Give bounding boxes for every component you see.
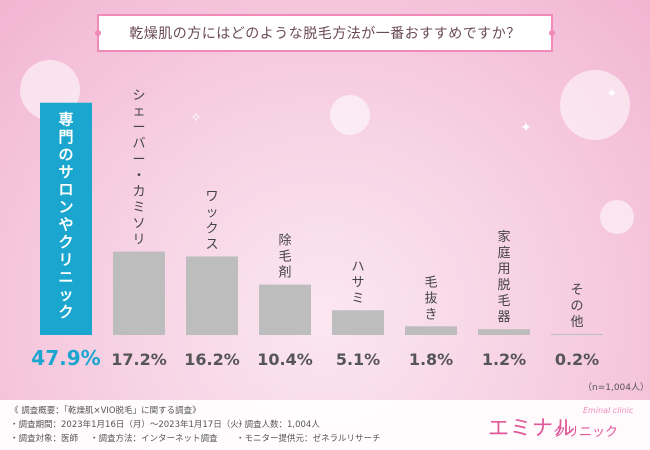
- category-label-5: 毛抜き: [424, 275, 437, 322]
- sparkle-icon: ✧: [190, 110, 202, 126]
- bar-0: [40, 102, 92, 335]
- logo-main-text: エミナル: [488, 416, 576, 440]
- bar-5: [405, 326, 457, 335]
- bar-4: [332, 310, 384, 335]
- survey-people: ・調査人数：1,004人: [236, 420, 320, 430]
- logo-small-text: Eminal clinic: [583, 406, 634, 415]
- value-label-4: 5.1%: [336, 350, 380, 369]
- category-label-2: ワックス: [205, 189, 218, 252]
- survey-monitor: ・モニター提供元：ゼネラルリサーチ: [236, 434, 381, 444]
- category-label-4: ハサミ: [351, 259, 364, 306]
- survey-method: ・調査方法：インターネット調査: [90, 434, 218, 444]
- bokeh-decoration: [330, 95, 370, 135]
- sample-size-note: （n=1,004人）: [583, 383, 650, 393]
- survey-target: ・調査対象：医師: [10, 434, 79, 444]
- value-label-7: 0.2%: [555, 350, 599, 369]
- category-label-0: 専門のサロンやクリニック: [58, 111, 73, 322]
- logo-sub-text: クリニック: [553, 425, 619, 440]
- category-label-7: その他: [570, 283, 583, 330]
- value-label-2: 16.2%: [184, 350, 240, 369]
- survey-period: ・調査期間：2023年1月16日（月）～2023年1月17日（火）: [10, 420, 248, 430]
- category-label-3: 除毛剤: [278, 234, 291, 281]
- bar-1: [113, 251, 165, 335]
- bar-7: [551, 334, 603, 335]
- chart-title: 乾燥肌の方にはどのような脱毛方法が一番おすすめですか？: [129, 26, 521, 42]
- category-label-6: 家庭用脱毛器: [497, 229, 510, 325]
- bar-6: [478, 329, 530, 335]
- value-label-6: 1.2%: [482, 350, 526, 369]
- value-label-1: 17.2%: [111, 350, 167, 369]
- sparkle-icon: ✦: [520, 120, 532, 136]
- bar-3: [259, 284, 311, 335]
- value-label-5: 1.8%: [409, 350, 453, 369]
- sparkle-icon: ✦: [606, 86, 618, 102]
- bar-2: [186, 256, 238, 335]
- survey-summary-heading: 《 調査概要：「乾燥肌×VIO脱毛」に関する調査》: [10, 406, 201, 416]
- value-label-3: 10.4%: [257, 350, 313, 369]
- chart-title-box: 乾燥肌の方にはどのような脱毛方法が一番おすすめですか？: [95, 14, 555, 52]
- bokeh-decoration: [600, 200, 634, 234]
- bokeh-decoration: [560, 70, 630, 140]
- category-label-1: シェーバー・カミソリ: [132, 89, 145, 248]
- value-label-0: 47.9%: [31, 346, 100, 370]
- survey-footer: [0, 400, 650, 450]
